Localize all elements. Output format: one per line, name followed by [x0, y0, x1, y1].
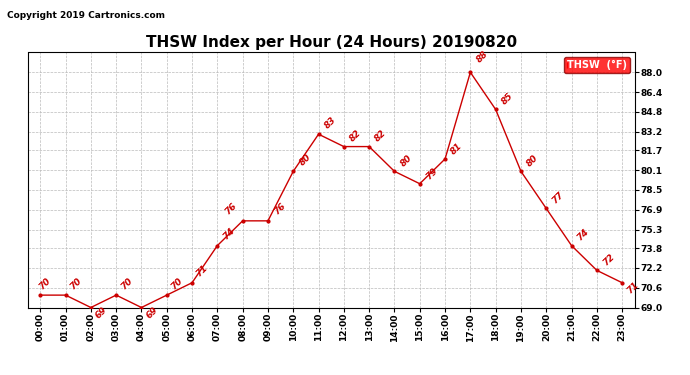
Text: 80: 80	[297, 152, 313, 167]
Text: 80: 80	[399, 153, 414, 168]
Text: 70: 70	[37, 276, 52, 291]
Text: 76: 76	[223, 201, 239, 217]
Text: 69: 69	[94, 305, 109, 320]
Text: 70: 70	[119, 276, 134, 291]
Text: Copyright 2019 Cartronics.com: Copyright 2019 Cartronics.com	[7, 11, 165, 20]
Text: 74: 74	[575, 228, 591, 243]
Text: 70: 70	[68, 276, 83, 291]
Legend: THSW  (°F): THSW (°F)	[564, 57, 630, 73]
Text: 79: 79	[424, 166, 439, 181]
Text: 69: 69	[144, 305, 159, 320]
Text: 76: 76	[272, 201, 287, 217]
Text: 74: 74	[221, 226, 237, 242]
Text: 85: 85	[500, 92, 515, 106]
Text: 70: 70	[170, 276, 185, 291]
Text: 82: 82	[348, 129, 363, 144]
Text: 80: 80	[525, 153, 540, 168]
Text: 88: 88	[475, 49, 490, 64]
Text: 71: 71	[195, 263, 210, 279]
Text: 72: 72	[601, 252, 616, 268]
Text: 83: 83	[323, 115, 338, 130]
Text: 77: 77	[551, 190, 566, 206]
Text: 71: 71	[625, 280, 640, 295]
Text: 81: 81	[449, 141, 464, 156]
Title: THSW Index per Hour (24 Hours) 20190820: THSW Index per Hour (24 Hours) 20190820	[146, 35, 517, 50]
Text: 82: 82	[373, 129, 388, 144]
